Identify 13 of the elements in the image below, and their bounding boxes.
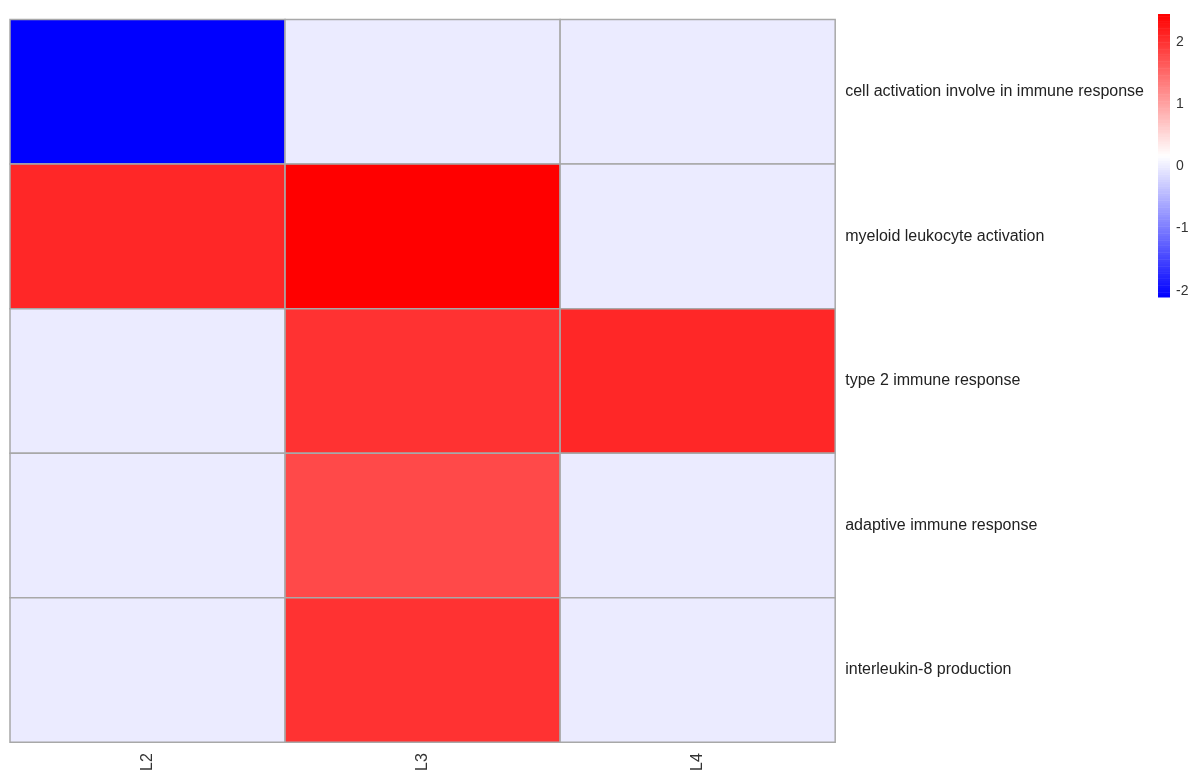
y-tick-label: myeloid leukocyte activation — [845, 226, 1045, 244]
x-tick-label: L2 — [137, 753, 155, 771]
x-tick-label: L3 — [413, 753, 430, 771]
y-tick-label: interleukin-8 production — [845, 660, 1012, 678]
color-bar-label: -2 — [1176, 281, 1189, 298]
y-tick-label: type 2 immune response — [845, 371, 1021, 389]
y-tick-label: cell activation involve in immune response — [845, 82, 1145, 100]
color-bar-label: -1 — [1176, 219, 1189, 236]
color-bar-label: 1 — [1176, 95, 1184, 112]
color-bar-label: 0 — [1176, 157, 1184, 174]
y-tick-label: adaptive immune response — [845, 515, 1038, 533]
x-tick-label: L4 — [688, 753, 706, 771]
color-bar-label: 2 — [1176, 32, 1184, 49]
